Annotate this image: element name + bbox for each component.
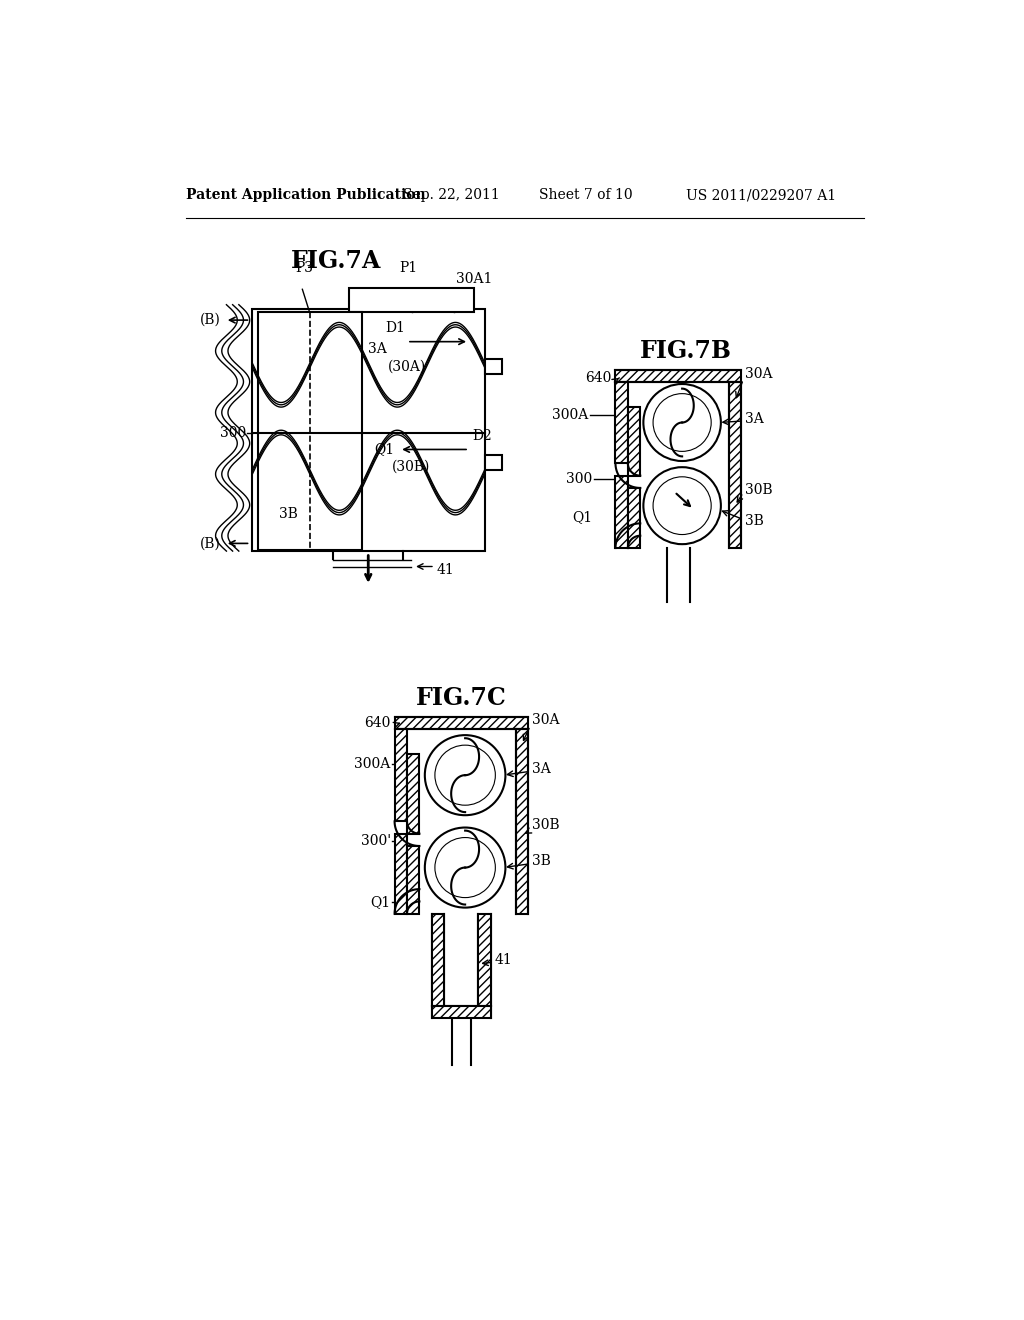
Bar: [615, 475, 628, 548]
Text: 3A: 3A: [744, 412, 764, 425]
Circle shape: [425, 828, 506, 908]
Text: D2: D2: [472, 429, 492, 444]
Text: 41: 41: [436, 564, 455, 577]
Bar: [615, 370, 741, 383]
Text: D1: D1: [386, 322, 406, 335]
Text: FIG.7C: FIG.7C: [416, 686, 507, 710]
Text: 3B: 3B: [744, 513, 764, 528]
Bar: [258, 313, 362, 549]
Bar: [407, 846, 420, 913]
Circle shape: [435, 744, 496, 805]
Bar: [394, 717, 528, 729]
Text: 30A1: 30A1: [456, 272, 493, 286]
Text: (B): (B): [200, 313, 221, 327]
Text: 300A: 300A: [354, 756, 391, 771]
Bar: [432, 1006, 490, 1019]
Bar: [615, 383, 628, 463]
Text: P1: P1: [399, 261, 418, 276]
Bar: [394, 834, 407, 913]
Bar: [628, 407, 640, 475]
Text: Sheet 7 of 10: Sheet 7 of 10: [539, 189, 633, 202]
Text: 300: 300: [219, 426, 246, 441]
Text: 30A: 30A: [744, 367, 772, 381]
Circle shape: [435, 838, 496, 898]
Circle shape: [653, 477, 712, 535]
Bar: [729, 383, 741, 548]
Bar: [478, 913, 490, 1006]
Text: 30B: 30B: [744, 483, 772, 498]
Bar: [484, 455, 502, 470]
Text: (B): (B): [200, 536, 221, 550]
Text: FIG.7B: FIG.7B: [640, 339, 732, 363]
Text: Patent Application Publication: Patent Application Publication: [186, 189, 426, 202]
Text: 3B: 3B: [280, 507, 298, 521]
Bar: [432, 913, 444, 1006]
Text: (30B): (30B): [391, 459, 430, 474]
Circle shape: [425, 735, 506, 816]
Circle shape: [643, 467, 721, 544]
Circle shape: [653, 393, 712, 451]
Bar: [394, 729, 407, 821]
Text: Sep. 22, 2011: Sep. 22, 2011: [403, 189, 500, 202]
Bar: [515, 729, 528, 913]
Circle shape: [643, 384, 721, 461]
Text: 3A: 3A: [531, 762, 551, 776]
Text: 300: 300: [566, 471, 592, 486]
Bar: [252, 309, 484, 552]
Text: 3A: 3A: [369, 342, 387, 356]
Text: 300': 300': [360, 834, 391, 847]
Text: 30B: 30B: [531, 818, 559, 832]
Text: Q1: Q1: [375, 442, 394, 457]
Text: 640: 640: [365, 715, 391, 730]
Text: (30A): (30A): [388, 359, 426, 374]
Text: 640: 640: [586, 371, 611, 385]
Text: US 2011/0229207 A1: US 2011/0229207 A1: [686, 189, 837, 202]
Bar: [484, 359, 502, 374]
Text: 30A: 30A: [531, 714, 559, 727]
Text: 3B: 3B: [531, 854, 551, 869]
Text: Q1: Q1: [572, 511, 592, 524]
Text: 300A: 300A: [552, 408, 589, 422]
Bar: [628, 488, 640, 548]
Text: FIG.7A: FIG.7A: [291, 249, 381, 273]
Text: 41: 41: [495, 953, 512, 968]
Text: P3: P3: [295, 261, 313, 276]
Bar: [349, 288, 474, 313]
Bar: [407, 754, 420, 834]
Text: Q1: Q1: [371, 895, 391, 909]
